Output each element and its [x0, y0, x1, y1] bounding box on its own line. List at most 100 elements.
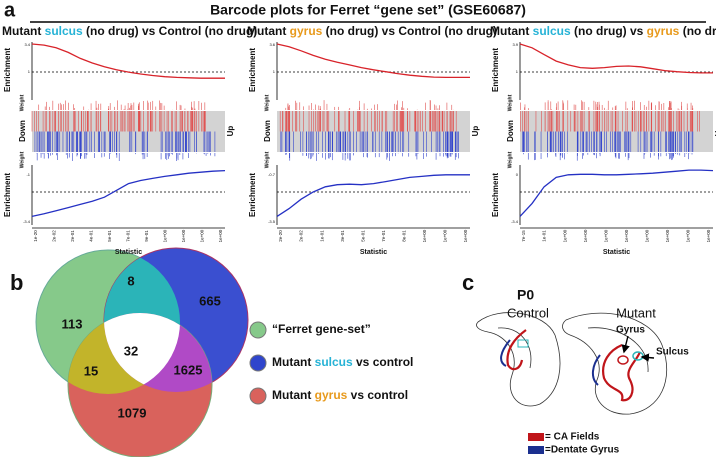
barcode-plot: Enrichment Weight Down Weight Enrichment Up St… [491, 42, 716, 256]
tick-label: 2e-02 [299, 230, 304, 242]
tick-label: 8e-01 [402, 230, 407, 242]
tick-label: 1e+00 [665, 229, 670, 242]
enrichment-curve [519, 43, 713, 74]
legend-text-part: “Ferret gene-set” [272, 322, 371, 336]
legend-text: =Dentate Gyrus [545, 445, 620, 456]
tick-label: -3.5 [268, 219, 276, 224]
plot-title-part: gyrus [290, 24, 323, 38]
tick-label: 5e-01 [360, 230, 365, 242]
tick-label: 2e-20 [278, 230, 283, 242]
axis-label: Statistic [360, 249, 387, 256]
tick-label: 1e+00 [562, 229, 567, 242]
tick-label: 1e+00 [200, 229, 205, 242]
tick-label: 3.6 [269, 42, 275, 47]
panel-title: Barcode plots for Ferret “gene set” (GSE… [210, 2, 526, 18]
enrichment-curve [31, 43, 225, 79]
plot-title-part: gyrus [647, 24, 680, 38]
enrichment-curve [276, 174, 470, 217]
axis-label: Enrichment [3, 48, 12, 92]
axis-label: Down [263, 120, 272, 142]
barcode-background [32, 111, 225, 152]
tick-label: 1e+00 [443, 229, 448, 242]
legend-swatch [249, 387, 267, 405]
barcode-background [277, 111, 470, 152]
tick-label: 7e-01 [381, 230, 386, 242]
axis-label: Weight [507, 94, 513, 111]
axis-label: Statistic [603, 249, 630, 256]
annotation: Gyrus [616, 325, 645, 336]
legend-text: Mutant sulcus vs control [272, 355, 413, 369]
plot-title-part: (no drug) vs Control (no drug) [83, 24, 258, 38]
tick-label: 1 [273, 69, 276, 74]
plot-title: Mutant sulcus (no drug) vs Control (no d… [2, 24, 257, 38]
tick-label: 2e-01 [70, 230, 75, 242]
tick-label: 1 [516, 69, 519, 74]
legend-text-part: Mutant [272, 355, 315, 369]
tick-label: 0 [516, 172, 519, 177]
barcode-plot: Enrichment Weight Down Weight Enrichment Up St… [248, 42, 480, 256]
tick-label: 9e-01 [144, 230, 149, 242]
panel-label: c [462, 270, 474, 295]
tick-label: 1 [28, 69, 31, 74]
axis-label: Enrichment [248, 48, 257, 92]
tick-label: -1 [26, 172, 30, 177]
plot-title: Mutant gyrus (no drug) vs Control (no dr… [247, 24, 497, 38]
legend-text: Mutant gyrus vs control [272, 388, 408, 402]
legend-text: “Ferret gene-set” [272, 322, 371, 336]
axis-label: Enrichment [248, 173, 257, 217]
group-label: Mutant [616, 305, 656, 320]
venn-count: 32 [124, 343, 138, 358]
tick-label: 7e-01 [126, 230, 131, 242]
group-label: Control [507, 305, 549, 320]
legend-text-part: vs control [347, 388, 408, 402]
tick-label: -0.7 [268, 172, 276, 177]
legend-swatch [528, 446, 544, 454]
legend-text-part: gyrus [315, 388, 348, 402]
enrichment-curve [276, 43, 470, 79]
tick-label: 1e+00 [422, 229, 427, 242]
tick-label: 5e-01 [107, 230, 112, 242]
tick-label: -3.4 [511, 219, 519, 224]
axis-label: Weight [264, 94, 270, 111]
tick-label: 2e-02 [52, 230, 57, 242]
panel-label: a [4, 0, 16, 21]
tick-label: 7e-15 [521, 230, 526, 242]
tick-label: 1e+00 [645, 229, 650, 242]
venn [35, 247, 249, 457]
tick-label: 3e-01 [340, 230, 345, 242]
axis-label: Up [714, 126, 716, 137]
venn-count: 113 [62, 316, 83, 331]
tick-label: 1e-01 [542, 230, 547, 242]
axis-label: Enrichment [491, 48, 500, 92]
tick-label: 3.9 [512, 42, 518, 47]
barcode-plot: Enrichment Weight Down Weight Enrichment Up St… [3, 42, 235, 256]
legend-text-part: sulcus [315, 355, 353, 369]
brain-drawings [476, 312, 668, 415]
plot-title-part: (no drug) [679, 24, 716, 38]
venn-count: 1079 [118, 405, 147, 420]
tick-label: 1e-01 [319, 230, 324, 242]
tick-label: 1e+00 [181, 229, 186, 242]
tick-label: 1e+00 [163, 229, 168, 242]
tick-label: 1e+00 [686, 229, 691, 242]
axis-label: Statistic [115, 249, 142, 256]
plot-title-part: Mutant [490, 24, 533, 38]
axis-label: Up [226, 126, 235, 137]
tick-label: 3.4 [24, 42, 30, 47]
plot-title-part: sulcus [533, 24, 571, 38]
legend-swatch [528, 433, 544, 441]
venn-count: 1625 [174, 362, 203, 377]
enrichment-curve [519, 169, 714, 217]
plot-title-part: (no drug) vs Control (no drug) [322, 24, 497, 38]
tick-label: -3.4 [23, 219, 31, 224]
axis-label: Up [471, 126, 480, 137]
plot-title: Mutant sulcus (no drug) vs gyrus (no dru… [490, 24, 716, 38]
tick-label: 1e+00 [624, 229, 629, 242]
enrichment-curve [31, 169, 226, 218]
plot-title-part: Mutant [247, 24, 290, 38]
tick-label: 1e+00 [463, 229, 468, 242]
tick-label: 4e-01 [89, 230, 94, 242]
axis-label: Enrichment [3, 173, 12, 217]
plot-title-part: (no drug) vs [571, 24, 647, 38]
axis-label: Weight [19, 151, 25, 168]
